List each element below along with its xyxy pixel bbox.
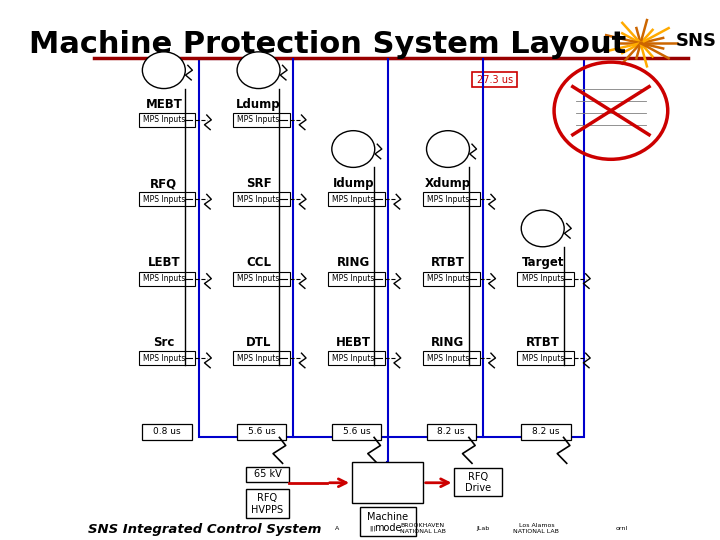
Bar — [352, 462, 423, 503]
Text: ornl: ornl — [616, 525, 628, 531]
Text: MPS Inputs: MPS Inputs — [238, 116, 280, 124]
Bar — [423, 272, 480, 286]
Text: RING: RING — [431, 336, 464, 349]
Bar — [454, 468, 502, 496]
Bar — [328, 272, 385, 286]
Text: SNS: SNS — [675, 31, 716, 50]
Text: Machine: Machine — [367, 512, 408, 522]
Text: 8.2 us: 8.2 us — [438, 428, 465, 436]
Bar — [423, 351, 480, 365]
Text: Target: Target — [521, 256, 564, 269]
Text: Los Alamos
NATIONAL LAB: Los Alamos NATIONAL LAB — [513, 523, 559, 534]
Bar — [246, 489, 289, 518]
Text: A: A — [336, 525, 340, 531]
Text: MPS Inputs: MPS Inputs — [332, 354, 374, 362]
Text: MPS Inputs: MPS Inputs — [332, 195, 374, 204]
Bar — [233, 351, 290, 365]
Bar — [199, 59, 584, 437]
Text: MEBT: MEBT — [145, 98, 182, 111]
Text: BROOKHAVEN
NATIONAL LAB: BROOKHAVEN NATIONAL LAB — [400, 523, 446, 534]
Text: MPS Inputs: MPS Inputs — [143, 274, 185, 283]
Text: LEBT: LEBT — [148, 256, 180, 269]
Text: MPS Inputs: MPS Inputs — [143, 116, 185, 124]
Text: HEBT: HEBT — [336, 336, 371, 349]
Bar — [426, 424, 476, 440]
Bar — [138, 351, 195, 365]
Bar — [233, 192, 290, 206]
Text: MPS Inputs: MPS Inputs — [238, 354, 280, 362]
Text: JLab: JLab — [476, 525, 490, 531]
Text: Src: Src — [153, 336, 174, 349]
Bar — [143, 424, 192, 440]
Text: MPS Inputs: MPS Inputs — [427, 195, 469, 204]
Text: Xdump: Xdump — [425, 177, 471, 190]
Text: MPS Inputs: MPS Inputs — [238, 274, 280, 283]
Text: Drive: Drive — [465, 483, 491, 493]
Bar — [359, 507, 416, 536]
Text: 5.6 us: 5.6 us — [343, 428, 370, 436]
Circle shape — [521, 210, 564, 247]
Circle shape — [426, 131, 469, 167]
Text: Beam Off: Beam Off — [359, 470, 416, 481]
Bar — [518, 272, 575, 286]
Text: RFQ: RFQ — [468, 471, 488, 482]
Bar — [138, 272, 195, 286]
Text: 27.3 us: 27.3 us — [477, 75, 513, 85]
Circle shape — [332, 131, 374, 167]
Text: MPS Inputs: MPS Inputs — [427, 274, 469, 283]
Circle shape — [237, 52, 280, 89]
Bar — [518, 351, 575, 365]
Text: RTBT: RTBT — [431, 256, 465, 269]
Text: |||: ||| — [369, 525, 375, 531]
Text: MPS Inputs: MPS Inputs — [238, 195, 280, 204]
Text: Ldump: Ldump — [236, 98, 281, 111]
Text: 5.6 us: 5.6 us — [248, 428, 276, 436]
Text: CCL: CCL — [246, 256, 271, 269]
Text: MPS Inputs: MPS Inputs — [143, 195, 185, 204]
Text: DTL: DTL — [246, 336, 271, 349]
Bar — [138, 113, 195, 127]
Text: Idump: Idump — [333, 177, 374, 190]
Text: MPS Inputs: MPS Inputs — [521, 354, 564, 362]
Bar — [521, 424, 570, 440]
Text: RFQ: RFQ — [257, 493, 277, 503]
Bar — [237, 424, 287, 440]
Text: Logic: Logic — [371, 486, 404, 496]
Text: HVPPS: HVPPS — [251, 505, 284, 515]
Text: RING: RING — [337, 256, 370, 269]
Text: MPS Inputs: MPS Inputs — [427, 354, 469, 362]
Bar — [138, 192, 195, 206]
Text: SNS Integrated Control System: SNS Integrated Control System — [88, 523, 321, 536]
Bar — [233, 272, 290, 286]
Bar — [332, 424, 381, 440]
Bar — [472, 72, 518, 87]
Bar — [328, 192, 385, 206]
Text: RTBT: RTBT — [526, 336, 559, 349]
Text: Machine Protection System Layout: Machine Protection System Layout — [30, 30, 626, 59]
Text: MPS Inputs: MPS Inputs — [332, 274, 374, 283]
Circle shape — [143, 52, 185, 89]
Text: 65 kV: 65 kV — [253, 469, 282, 479]
Text: 0.8 us: 0.8 us — [153, 428, 181, 436]
Text: SRF: SRF — [246, 177, 271, 190]
Text: mode: mode — [374, 523, 402, 532]
Text: MPS Inputs: MPS Inputs — [521, 274, 564, 283]
Bar — [328, 351, 385, 365]
Text: MPS Inputs: MPS Inputs — [143, 354, 185, 362]
Bar — [423, 192, 480, 206]
Bar — [233, 113, 290, 127]
Text: RFQ: RFQ — [150, 177, 177, 190]
Bar — [246, 467, 289, 482]
Text: 8.2 us: 8.2 us — [532, 428, 559, 436]
